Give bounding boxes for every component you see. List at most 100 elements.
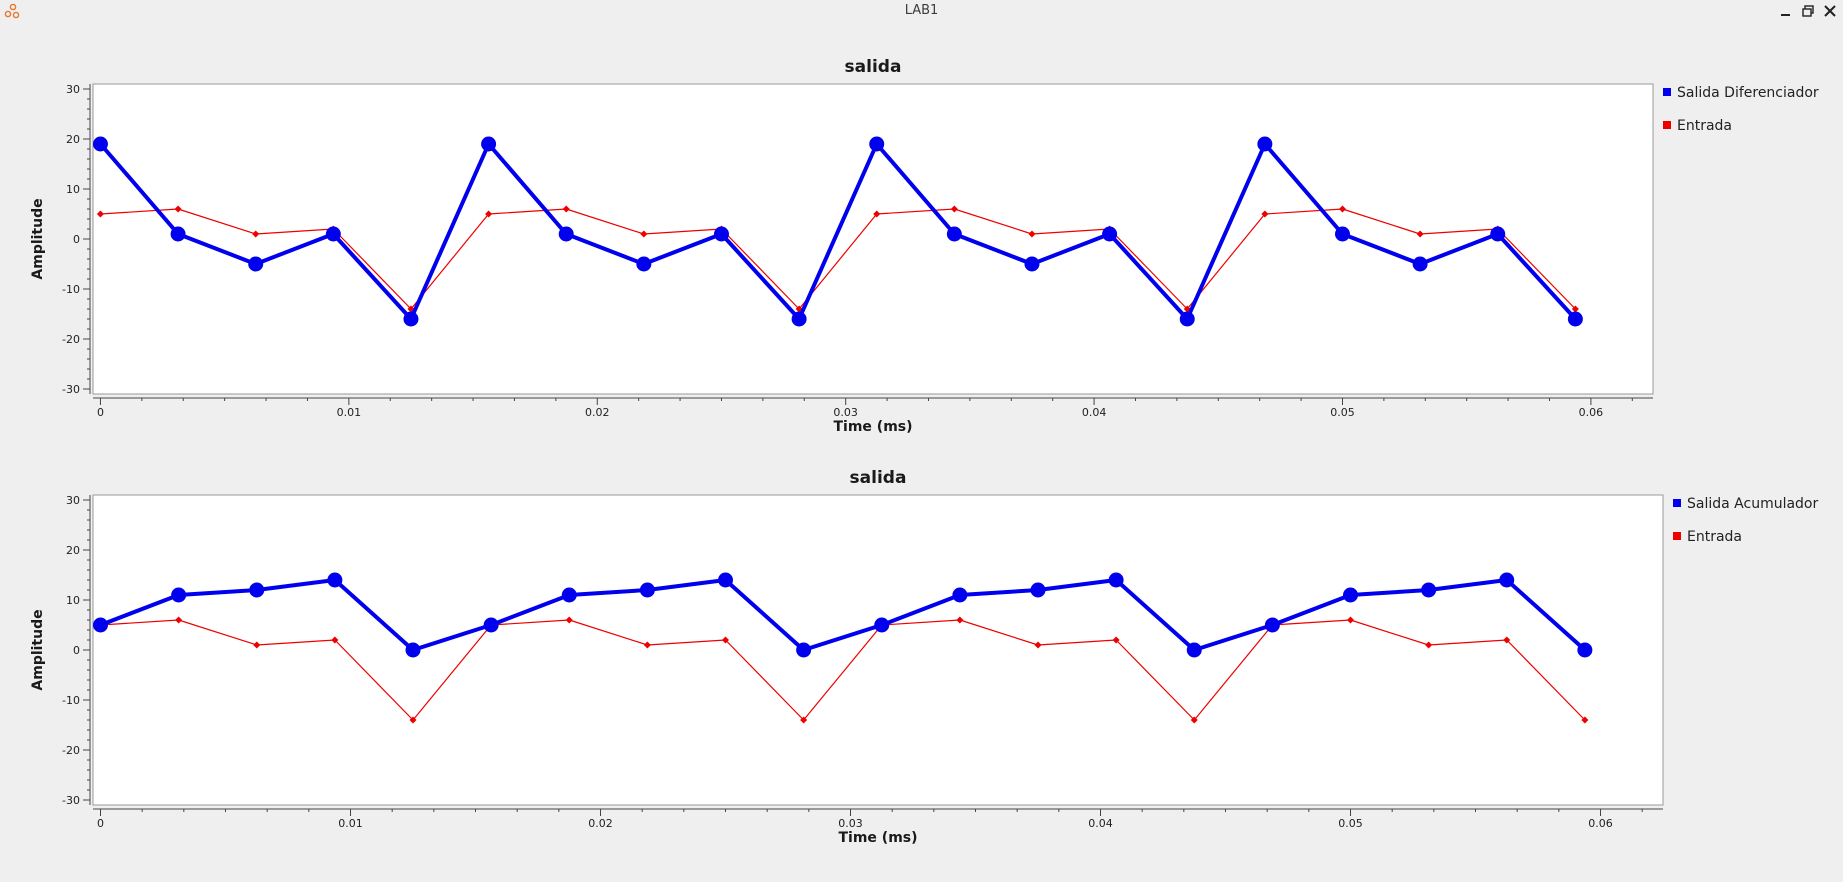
x-axis-label: Time (ms) <box>838 830 917 846</box>
plot-area <box>92 494 1664 806</box>
y-tick-label: -30 <box>62 794 80 807</box>
data-point-input <box>1112 636 1120 644</box>
x-tick-label: 0.05 <box>1338 817 1363 830</box>
data-point-main <box>1102 226 1118 242</box>
data-point-input <box>722 636 729 644</box>
data-point-main <box>1490 226 1506 242</box>
data-point-main <box>483 617 499 633</box>
chart-title: salida <box>850 468 907 488</box>
data-point-input <box>409 716 417 724</box>
data-point-input <box>1425 641 1433 649</box>
y-tick-label: 20 <box>66 133 80 146</box>
x-tick-label: 0.06 <box>1588 817 1613 830</box>
y-tick-label: 30 <box>66 83 80 96</box>
x-tick-label: 0.02 <box>585 406 610 419</box>
data-point-input <box>1261 210 1269 218</box>
data-point-main <box>1343 587 1358 603</box>
data-point-main <box>1577 642 1593 658</box>
series-line-input <box>100 619 1586 721</box>
data-point-main <box>325 226 341 242</box>
data-point-main <box>93 617 108 633</box>
legend-swatch <box>1673 499 1681 507</box>
x-tick-label: 0.03 <box>838 817 863 830</box>
x-tick-label: 0.06 <box>1579 406 1604 419</box>
data-point-input <box>96 210 104 218</box>
y-tick-label: -10 <box>62 694 80 707</box>
data-point-main <box>869 136 885 152</box>
x-tick-label: 0.04 <box>1088 817 1113 830</box>
x-tick-label: 0.01 <box>338 817 363 830</box>
data-point-input <box>174 205 182 213</box>
data-point-input <box>253 641 261 649</box>
data-point-main <box>636 256 652 272</box>
data-point-input <box>1347 616 1354 624</box>
app-icon <box>4 3 20 19</box>
data-point-input <box>1581 716 1589 724</box>
data-point-main <box>405 642 421 658</box>
legend-label: Entrada <box>1677 118 1732 134</box>
data-point-input <box>873 210 881 218</box>
x-tick-label: 0 <box>97 817 104 830</box>
data-point-main <box>952 587 968 603</box>
data-point-main <box>1264 617 1280 633</box>
x-tick-label: 0.02 <box>588 817 613 830</box>
plot-accumulator: salida 30 20 10 0 -10 -20 -30 0 0.01 0.02 0.03 0.04 0… <box>30 468 1818 846</box>
data-point-main <box>874 617 890 633</box>
data-point-input <box>1034 641 1042 649</box>
data-point-input <box>1190 716 1198 724</box>
data-point-main <box>558 226 574 242</box>
window-title: LAB1 <box>904 3 939 18</box>
y-tick-label: -10 <box>62 283 80 296</box>
data-point-input <box>1571 305 1579 313</box>
data-point-main <box>1257 136 1273 152</box>
series-line-input <box>100 208 1576 310</box>
data-point-input <box>1338 205 1346 213</box>
y-tick-label: 0 <box>73 644 80 657</box>
data-point-input <box>956 616 964 624</box>
data-point-main <box>561 587 577 603</box>
y-axis-label: Amplitude <box>30 609 46 690</box>
restore-icon[interactable] <box>1800 3 1816 19</box>
data-point-main <box>1334 226 1350 242</box>
y-tick-label: -20 <box>62 333 80 346</box>
data-point-main <box>791 311 807 327</box>
data-point-main <box>1108 572 1124 588</box>
legend-swatch <box>1663 88 1671 96</box>
data-point-input <box>1503 636 1511 644</box>
y-tick-label: -20 <box>62 744 80 757</box>
data-point-input <box>640 230 648 238</box>
data-point-main <box>92 136 108 152</box>
data-point-main <box>1412 256 1428 272</box>
plot-differentiator: salida 30 20 10 0 -10 -20 -30 0 0.01 0.02 0.03 0.04 0… <box>30 57 1819 435</box>
data-point-input <box>485 210 493 218</box>
data-point-main <box>249 582 265 598</box>
data-point-input <box>800 716 808 724</box>
y-tick-label: 30 <box>66 494 80 507</box>
y-axis-label: Amplitude <box>30 198 46 279</box>
data-point-main <box>481 136 497 152</box>
data-point-main <box>718 572 733 588</box>
plot-area <box>92 83 1654 395</box>
data-point-main <box>170 226 186 242</box>
legend-label: Entrada <box>1687 529 1742 545</box>
data-point-input <box>175 616 183 624</box>
data-point-main <box>713 226 729 242</box>
series-line-main <box>98 142 1577 321</box>
x-tick-label: 0.03 <box>833 406 858 419</box>
data-point-main <box>1024 256 1040 272</box>
data-point-input <box>252 230 260 238</box>
close-icon[interactable] <box>1822 3 1838 19</box>
data-point-input <box>331 636 339 644</box>
data-point-main <box>171 587 187 603</box>
minimize-icon[interactable] <box>1778 3 1794 19</box>
data-point-main <box>327 572 343 588</box>
y-tick-label: -30 <box>62 383 80 396</box>
data-point-main <box>403 311 419 327</box>
data-point-main <box>1030 582 1046 598</box>
y-tick-label: 20 <box>66 544 80 557</box>
x-tick-label: 0.05 <box>1330 406 1355 419</box>
data-point-main <box>639 582 655 598</box>
x-axis-label: Time (ms) <box>833 419 912 435</box>
title-bar: LAB1 <box>0 0 1843 22</box>
data-point-main <box>248 256 264 272</box>
